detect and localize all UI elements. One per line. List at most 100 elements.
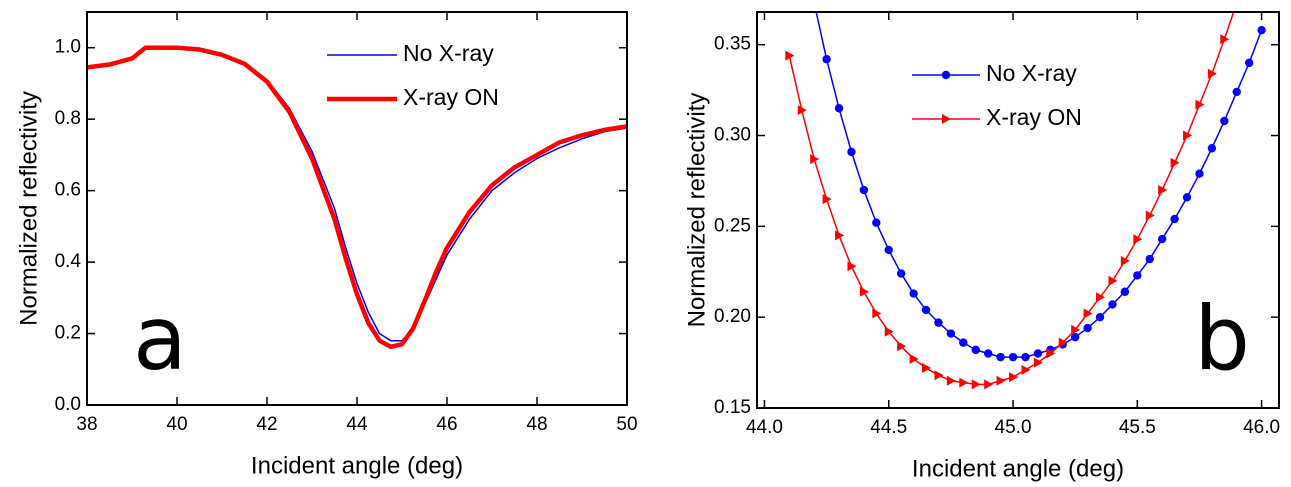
data-point (1133, 234, 1143, 245)
data-point (909, 289, 918, 298)
data-point (810, 154, 820, 165)
data-point (1096, 292, 1106, 303)
x-axis-label: Incident angle (deg) (912, 455, 1124, 482)
data-point (859, 185, 869, 195)
legend-marker (942, 114, 951, 124)
legend-label: No X-ray (986, 60, 1077, 86)
data-point (1183, 130, 1193, 141)
data-point (921, 305, 931, 315)
data-point (1120, 287, 1130, 296)
data-point (1008, 352, 1018, 362)
legend-label: X-ray ON (986, 104, 1082, 130)
y-tick-label: 0.6 (55, 180, 81, 201)
y-tick-label: 0.8 (55, 108, 81, 129)
axes-frame (86, 11, 628, 406)
x-tick-label: 38 (76, 414, 97, 435)
y-tick-label: 0.35 (714, 34, 751, 55)
data-point (1170, 157, 1180, 168)
x-tick-label: 46 (436, 414, 457, 435)
data-point (984, 379, 994, 390)
data-point (847, 147, 856, 157)
data-point (1170, 214, 1179, 224)
data-point (934, 318, 943, 327)
data-point (822, 194, 832, 205)
data-point (1120, 255, 1130, 266)
data-point (959, 377, 969, 388)
data-point (896, 269, 906, 278)
x-tick-label: 44 (346, 414, 368, 435)
x-tick-label: 44.5 (870, 417, 907, 438)
data-point (1070, 332, 1080, 342)
x-tick-label: 48 (526, 414, 547, 435)
panel: 44.0 44.5 45.0 45.5 46.0 0.15 0.20 0.25 0.30 0.35… (683, 0, 1280, 482)
y-tick-label: 0.4 (55, 251, 82, 272)
data-point (1021, 352, 1030, 362)
data-point (1220, 34, 1230, 45)
data-point (996, 352, 1005, 362)
data-point (1257, 25, 1266, 35)
data-point (872, 218, 881, 227)
data-point (971, 379, 981, 390)
data-point (1108, 275, 1118, 286)
x-axis-label: Incident angle (deg) (251, 452, 463, 479)
data-point (810, 0, 818, 7)
data-point (1244, 58, 1254, 68)
data-point (859, 286, 869, 297)
x-tick-label: 40 (166, 414, 187, 435)
data-point (946, 375, 956, 386)
data-point (835, 230, 845, 241)
x-tick-label: 44.0 (746, 417, 783, 438)
data-point (1046, 348, 1056, 359)
panel-letter: b (1194, 287, 1250, 390)
data-point (959, 338, 968, 347)
data-point (922, 363, 932, 374)
data-point (1071, 324, 1081, 335)
y-tick-label: 0.25 (714, 215, 751, 236)
data-point (934, 370, 944, 381)
data-point (1207, 144, 1217, 153)
data-point (1220, 116, 1229, 126)
data-point (1207, 68, 1217, 79)
data-point (909, 353, 919, 364)
y-tick-label: 0.2 (55, 323, 81, 344)
data-point (996, 375, 1006, 386)
legend-marker (941, 70, 951, 80)
data-point (1232, 87, 1241, 97)
data-point (1133, 271, 1142, 280)
data-point (1058, 337, 1068, 348)
plot-area (87, 45, 627, 350)
data-point (1195, 169, 1204, 178)
data-point (1009, 372, 1019, 383)
series-line (87, 45, 627, 350)
y-tick-label: 0.0 (55, 394, 81, 415)
data-point (1158, 185, 1168, 196)
data-point (1145, 210, 1155, 221)
data-point (1145, 254, 1154, 264)
data-point (1182, 193, 1192, 202)
x-tick-label: 46.0 (1243, 417, 1280, 438)
y-axis-label: Normalized reflectivity (15, 91, 42, 326)
data-point (884, 245, 893, 255)
plot-area (785, 0, 1266, 390)
data-point (872, 308, 882, 319)
x-tick-label: 50 (616, 414, 637, 435)
y-tick-label: 0.20 (714, 306, 751, 327)
data-point (983, 349, 993, 358)
x-tick-label: 42 (256, 414, 277, 435)
data-point (1083, 308, 1093, 319)
legend-label: X-ray ON (403, 84, 499, 110)
data-point (1033, 349, 1043, 358)
y-axis-label: Normalized reflectivity (683, 93, 710, 328)
panel-letter: a (133, 287, 187, 390)
data-point (1083, 323, 1092, 333)
data-point (1108, 300, 1117, 309)
data-point (822, 55, 831, 64)
y-tick-label: 1.0 (55, 37, 81, 58)
data-point (1095, 312, 1105, 322)
data-point (797, 105, 807, 116)
x-tick-label: 45.5 (1119, 417, 1156, 438)
data-point (785, 50, 795, 61)
y-tick-label: 0.15 (714, 397, 751, 418)
y-tick-label: 0.30 (714, 125, 751, 146)
